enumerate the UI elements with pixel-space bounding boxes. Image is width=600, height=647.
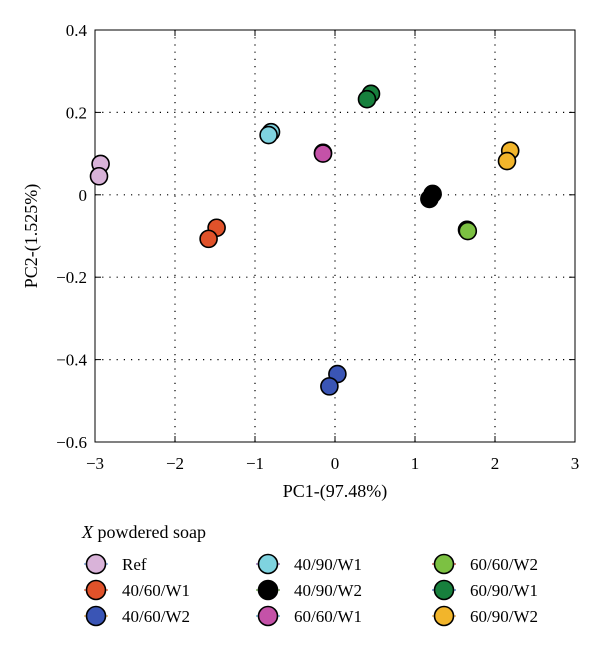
y-axis-title: PC2-(1.525%) [21, 184, 42, 289]
legend-marker-60-90-w1 [433, 579, 455, 601]
data-point-60-60-w2 [458, 221, 478, 241]
data-point-40-90-w2 [420, 189, 439, 209]
legend-title: X powdered soap [81, 522, 206, 542]
legend-title-italic: X [81, 522, 94, 542]
axis-ticks [94, 29, 576, 443]
legend-label-40-60-w2: 40/60/W2 [122, 607, 190, 626]
data-point-40-60-w1 [199, 229, 218, 249]
data-point-40-90-w1 [259, 125, 278, 145]
legend-marker-60-60-w1 [257, 605, 279, 627]
y-tick-label: 0.4 [66, 21, 88, 40]
y-tick-label: −0.2 [56, 268, 87, 287]
x-tick-label: −3 [86, 454, 104, 473]
x-tick-label: 2 [491, 454, 500, 473]
legend-title-rest: powdered soap [93, 522, 206, 542]
legend-label-60-60-w1: 60/60/W1 [294, 607, 362, 626]
legend: Ref 40/60/W1 40/60/W2 40/90/W1 40/90/W2 60/60… [84, 553, 538, 627]
legend-marker-60-60-w2 [433, 553, 455, 575]
legend-label-40-60-w1: 40/60/W1 [122, 581, 190, 600]
legend-marker-40-60-w1 [85, 579, 107, 601]
data-points [89, 84, 520, 396]
data-point-60-90-w1 [357, 89, 377, 109]
legend-label-60-90-w1: 60/90/W1 [470, 581, 538, 600]
legend-marker-40-90-w2 [257, 579, 279, 601]
legend-label-ref: Ref [122, 555, 147, 574]
legend-label-40-90-w1: 40/90/W1 [294, 555, 362, 574]
legend-label-60-60-w2: 60/60/W2 [470, 555, 538, 574]
legend-marker-40-90-w1 [257, 553, 279, 575]
x-tick-label: −1 [246, 454, 264, 473]
legend-marker-40-60-w2 [85, 605, 107, 627]
y-tick-label: −0.4 [56, 351, 87, 370]
data-point-60-90-w2 [497, 151, 517, 171]
x-axis-title: PC1-(97.48%) [283, 481, 388, 502]
x-tick-label: 0 [331, 454, 340, 473]
data-point-40-60-w2 [320, 377, 339, 396]
x-tick-label: 3 [571, 454, 580, 473]
legend-label-40-90-w2: 40/90/W2 [294, 581, 362, 600]
legend-marker-ref [85, 553, 107, 575]
y-tick-label: 0 [79, 186, 88, 205]
grid-lines [95, 30, 575, 442]
y-tick-label: −0.6 [56, 433, 87, 452]
x-tick-label: 1 [411, 454, 420, 473]
data-point-60-60-w1 [313, 144, 333, 163]
legend-marker-60-90-w2 [433, 605, 455, 627]
legend-label-60-90-w2: 60/90/W2 [470, 607, 538, 626]
x-tick-label: −2 [166, 454, 184, 473]
data-point-ref [89, 166, 109, 186]
y-tick-label: 0.2 [66, 103, 87, 122]
